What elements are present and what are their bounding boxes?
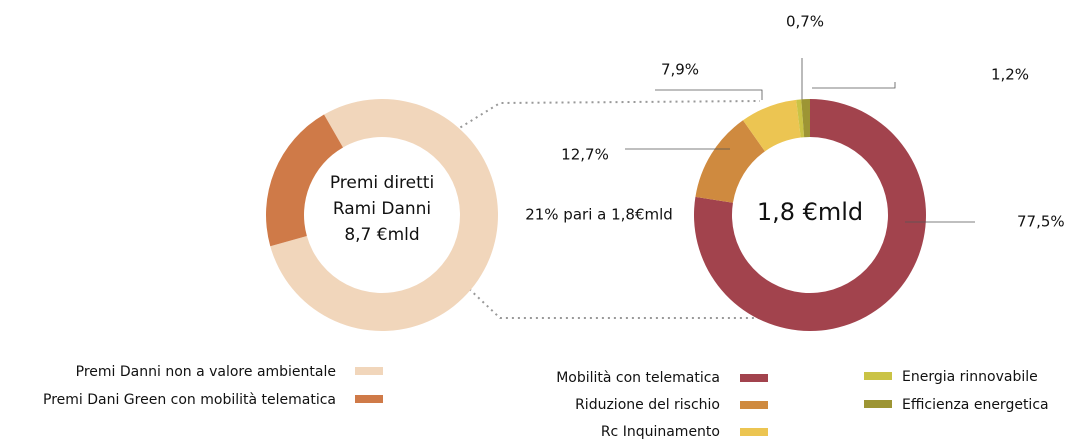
- center-label: Premi diretti: [330, 173, 434, 193]
- value-label: 1,2%: [991, 66, 1029, 84]
- legend-swatch: [740, 428, 768, 436]
- legend-label: Energia rinnovabile: [902, 369, 1038, 385]
- slice: [743, 99, 801, 152]
- slice: [270, 99, 498, 331]
- slice: [266, 114, 343, 247]
- value-label: 12,7%: [561, 146, 609, 164]
- slice: [801, 99, 810, 138]
- legend-swatch: [355, 367, 383, 375]
- annotation: 21% pari a 1,8€mld: [525, 206, 673, 224]
- legend-swatch: [355, 395, 383, 403]
- legend-label: Premi Danni non a valore ambientale: [76, 364, 336, 380]
- value-label: 77,5%: [1017, 213, 1065, 231]
- legend-swatch: [740, 401, 768, 409]
- center-label: 1,8 €mld: [757, 198, 863, 226]
- legend-label: Mobilità con telematica: [556, 370, 720, 386]
- legend-swatch: [864, 372, 892, 380]
- legend-label: Premi Dani Green con mobilità telematica: [43, 392, 336, 408]
- legend-label: Rc Inquinamento: [601, 424, 720, 439]
- connector: [464, 284, 780, 319]
- leader-line: [812, 82, 896, 89]
- center-label: Rami Danni: [333, 199, 431, 219]
- slice: [796, 99, 805, 138]
- connector: [439, 100, 761, 141]
- legend-swatch: [864, 400, 892, 408]
- slice: [695, 120, 765, 203]
- value-label: 0,7%: [786, 13, 824, 31]
- legend-label: Riduzione del rischio: [575, 397, 720, 413]
- slice: [694, 99, 926, 332]
- value-label: 7,9%: [661, 61, 699, 79]
- center-label: 8,7 €mld: [344, 225, 419, 245]
- legend-label: Efficienza energetica: [902, 397, 1049, 413]
- leader-line: [655, 89, 763, 100]
- legend-swatch: [740, 374, 768, 382]
